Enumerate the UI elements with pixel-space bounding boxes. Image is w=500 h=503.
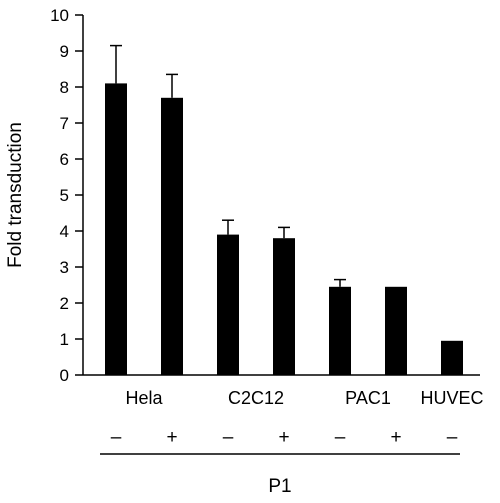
y-tick-label: 8 xyxy=(60,78,69,97)
bar xyxy=(441,340,463,375)
group-label: C2C12 xyxy=(228,388,284,408)
y-tick-label: 3 xyxy=(60,258,69,277)
treatment-label: – xyxy=(223,427,234,448)
bar xyxy=(105,83,127,376)
y-tick-label: 7 xyxy=(60,114,69,133)
bars xyxy=(105,44,463,376)
bracket-label: P1 xyxy=(268,476,291,497)
treatment-label: – xyxy=(447,427,458,448)
y-ticks: 0 1 2 3 4 5 6 7 8 9 10 xyxy=(50,6,83,385)
y-tick-label: 10 xyxy=(50,6,69,25)
group-label: PAC1 xyxy=(345,388,391,408)
y-tick-label: 9 xyxy=(60,42,69,61)
group-labels: Hela C2C12 PAC1 HUVEC xyxy=(125,388,483,408)
bar xyxy=(273,238,295,375)
bar xyxy=(161,97,183,376)
treatment-label: – xyxy=(335,427,346,448)
treatment-label: + xyxy=(390,427,401,448)
treatment-labels: – + – + – + – xyxy=(111,427,458,448)
bar xyxy=(217,234,239,375)
y-tick-label: 2 xyxy=(60,294,69,313)
treatment-label: + xyxy=(166,427,177,448)
group-label: HUVEC xyxy=(420,388,483,408)
bar xyxy=(385,286,407,375)
y-tick-label: 0 xyxy=(60,366,69,385)
bar xyxy=(329,286,351,375)
group-label: Hela xyxy=(125,388,163,408)
treatment-label: + xyxy=(278,427,289,448)
y-tick-label: 4 xyxy=(60,222,69,241)
y-tick-label: 6 xyxy=(60,150,69,169)
treatment-label: – xyxy=(111,427,122,448)
y-axis-label: Fold transduction xyxy=(5,122,26,268)
y-tick-label: 1 xyxy=(60,330,69,349)
y-tick-label: 5 xyxy=(60,186,69,205)
